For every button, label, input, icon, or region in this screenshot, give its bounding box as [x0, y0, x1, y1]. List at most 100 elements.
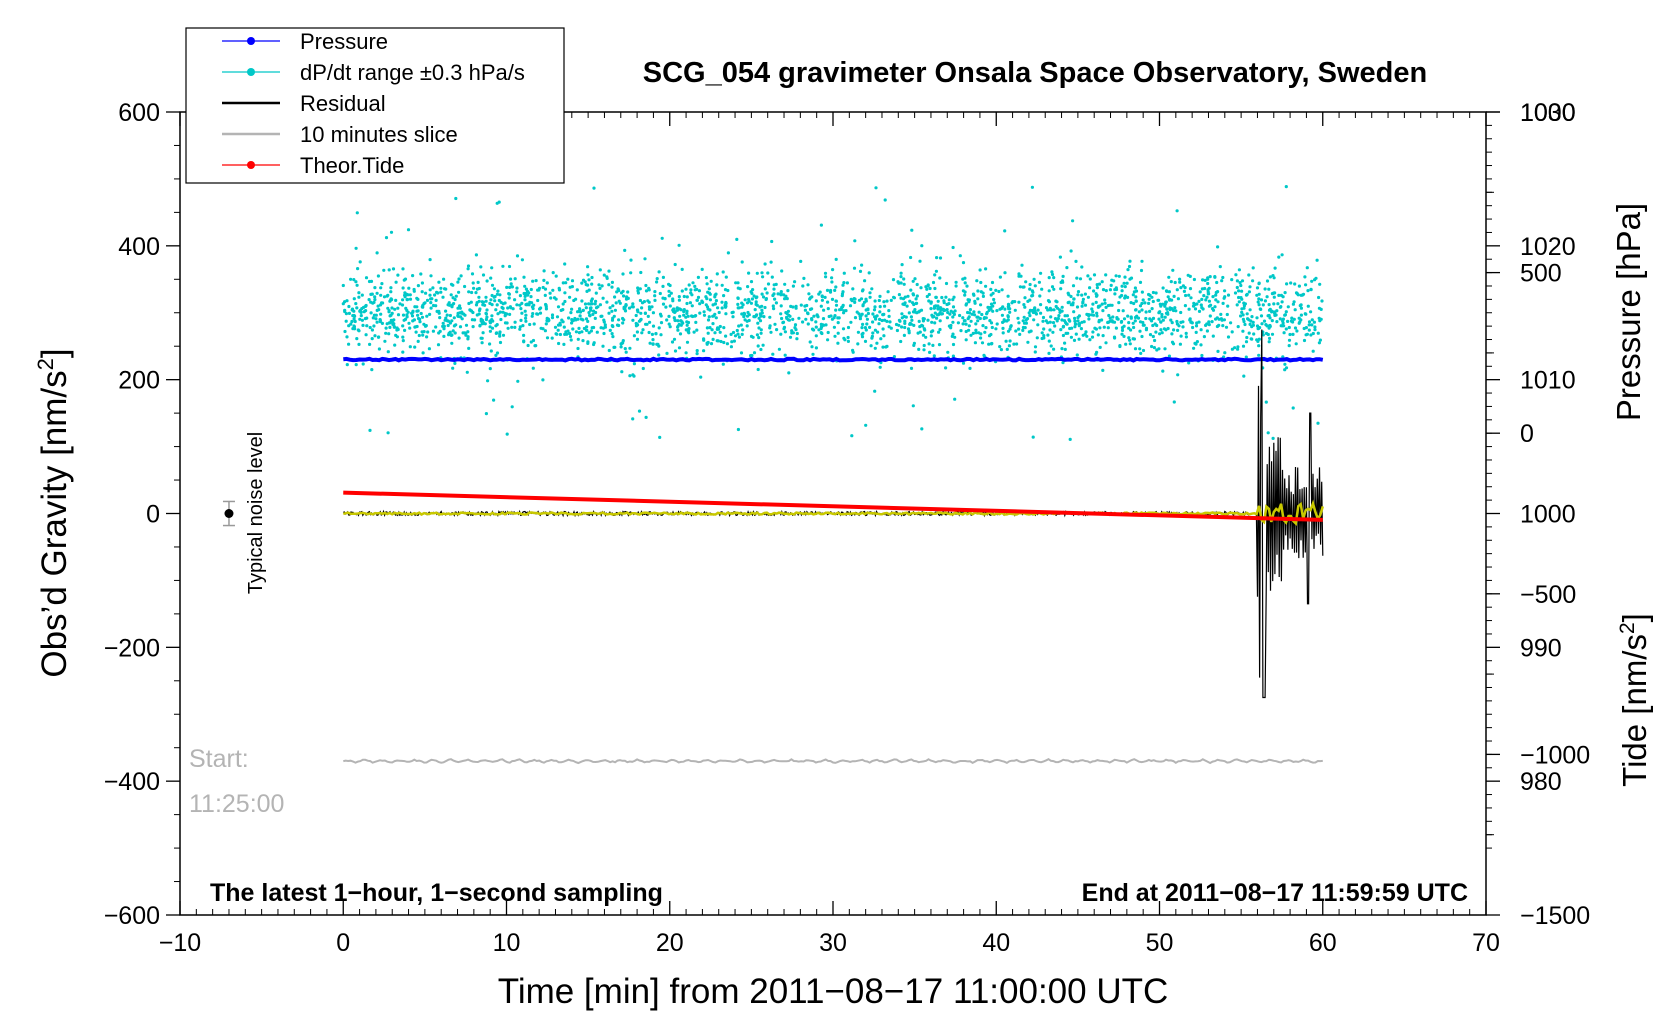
dpdt-point [375, 291, 379, 295]
dpdt-point [1081, 300, 1085, 304]
dpdt-point [714, 316, 718, 320]
dpdt-point [989, 293, 993, 297]
dpdt-point [1170, 298, 1174, 302]
dpdt-point [655, 280, 659, 284]
dpdt-point [1137, 310, 1141, 314]
dpdt-point [386, 350, 390, 354]
dpdt-point [861, 288, 865, 292]
dpdt-point [479, 319, 483, 323]
dpdt-point [1229, 321, 1233, 325]
dpdt-point [602, 331, 606, 336]
dpdt-point [632, 334, 637, 338]
dpdt-point [793, 280, 797, 284]
dpdt-point [431, 303, 436, 308]
dpdt-point [933, 306, 937, 310]
dpdt-point [355, 306, 359, 310]
dpdt-point [1186, 273, 1190, 277]
dpdt-point [644, 415, 648, 419]
dpdt-point [779, 293, 783, 297]
dpdt-point [590, 326, 594, 330]
dpdt-point [933, 273, 937, 277]
dpdt-point [810, 345, 814, 349]
dpdt-point [1041, 319, 1045, 323]
dpdt-point [1096, 333, 1100, 337]
dpdt-point [1179, 286, 1183, 290]
dpdt-point [756, 367, 760, 372]
dpdt-point [920, 244, 924, 248]
dpdt-point [739, 323, 743, 327]
dpdt-point [370, 328, 374, 332]
dpdt-point [1051, 330, 1055, 334]
pressure-tick-label: 980 [1520, 768, 1562, 796]
dpdt-point [918, 259, 922, 263]
x-tick-label: −10 [159, 929, 201, 957]
dpdt-point [1001, 320, 1005, 324]
dpdt-point [1139, 351, 1143, 355]
dpdt-point [413, 345, 417, 349]
dpdt-point [545, 336, 550, 340]
tide-tick-label: 500 [1520, 260, 1562, 288]
dpdt-point [1063, 347, 1067, 351]
dpdt-point [361, 323, 365, 327]
dpdt-point [694, 314, 698, 318]
dpdt-point [529, 295, 533, 299]
dpdt-point [1299, 306, 1303, 310]
dpdt-point [1257, 344, 1261, 348]
dpdt-point [770, 275, 774, 279]
dpdt-point [935, 256, 939, 260]
dpdt-point [961, 322, 965, 326]
dpdt-point [672, 337, 677, 341]
dpdt-point [1094, 300, 1098, 304]
dpdt-point [979, 280, 983, 285]
dpdt-point [1126, 268, 1130, 272]
dpdt-point [1237, 300, 1241, 304]
dpdt-point [1181, 325, 1185, 329]
dpdt-point [700, 267, 704, 271]
dpdt-point [984, 267, 988, 271]
dpdt-point [1316, 421, 1320, 425]
dpdt-point [401, 313, 406, 317]
dpdt-point [900, 325, 904, 329]
dpdt-point [1103, 298, 1107, 302]
dpdt-point [834, 308, 838, 312]
dpdt-point [1005, 347, 1009, 351]
dpdt-point [1205, 322, 1209, 326]
dpdt-point [1244, 340, 1249, 344]
dpdt-point [488, 342, 492, 346]
dpdt-point [1169, 318, 1173, 322]
dpdt-point [450, 341, 454, 345]
dpdt-point [984, 326, 988, 330]
dpdt-point [926, 318, 930, 322]
dpdt-point [545, 281, 549, 285]
dpdt-point [600, 284, 604, 288]
dpdt-point [899, 275, 903, 279]
dpdt-point [580, 330, 584, 334]
dpdt-point [1124, 342, 1128, 346]
dpdt-point [1068, 437, 1072, 441]
dpdt-point [673, 349, 678, 353]
dpdt-point [524, 319, 528, 323]
dpdt-point [702, 349, 706, 353]
dpdt-point [364, 333, 368, 337]
dpdt-point [489, 349, 493, 353]
dpdt-point [938, 319, 942, 323]
dpdt-point [784, 311, 788, 315]
dpdt-point [1048, 320, 1052, 324]
dpdt-point [619, 345, 623, 349]
dpdt-point [1120, 293, 1124, 298]
dpdt-point [975, 279, 979, 283]
dpdt-point [720, 283, 724, 287]
dpdt-point [515, 290, 519, 294]
dpdt-point [1178, 342, 1182, 346]
dpdt-point [998, 345, 1002, 349]
dpdt-point [853, 300, 857, 304]
dpdt-point [1211, 334, 1215, 338]
dpdt-point [658, 312, 663, 316]
dpdt-point [1128, 259, 1132, 263]
dpdt-point [522, 275, 526, 279]
dpdt-point [589, 308, 593, 312]
dpdt-point [467, 290, 471, 294]
dpdt-point [1207, 304, 1211, 308]
dpdt-point [449, 293, 453, 297]
dpdt-point [1250, 315, 1254, 319]
